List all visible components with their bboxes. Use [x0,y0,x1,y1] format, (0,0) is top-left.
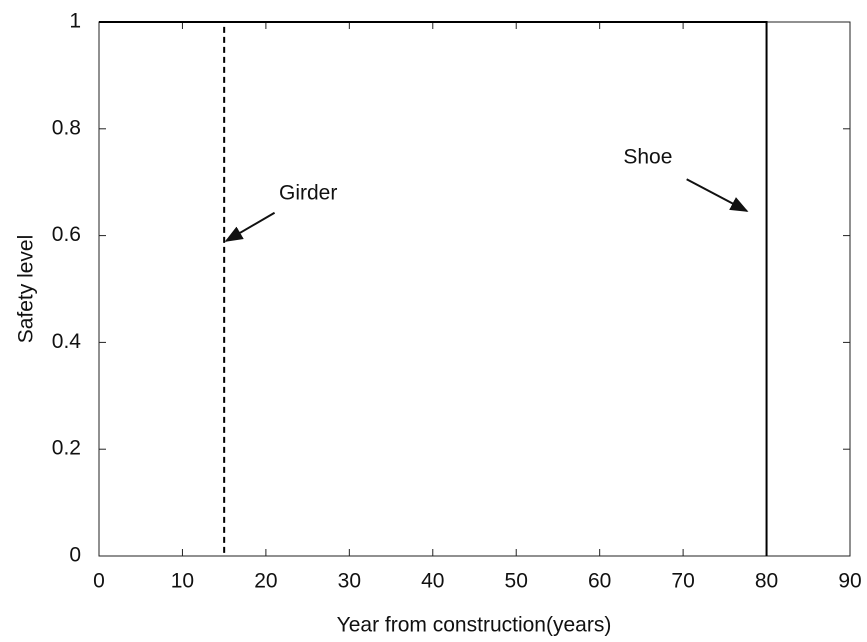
line-series [99,21,226,556]
y-axis-label: Safety level [15,235,38,344]
annotation-arrow [686,178,749,212]
y-tick-label: 0.8 [52,116,81,139]
x-tick-label: 20 [254,570,277,593]
x-tick-label: 40 [421,570,444,593]
y-tick-label: 0 [69,544,81,567]
x-tick-label: 80 [755,570,778,593]
x-tick-label: 30 [338,570,361,593]
y-tick-label: 0.6 [52,223,81,246]
y-tick-label: 0.4 [52,330,82,353]
plot-frame [98,21,851,557]
line-series [99,21,768,556]
y-tick-label: 0.2 [52,437,81,460]
x-tick-label: 50 [505,570,528,593]
x-tick-label: 10 [171,570,194,593]
x-tick-label: 60 [588,570,611,593]
annotation-label: Shoe [623,146,672,169]
x-tick-label: 90 [838,570,861,593]
x-tick-label: 0 [93,570,105,593]
y-tick-label: 1 [69,10,81,33]
x-axis-label: Year from construction(years) [337,614,612,637]
annotation-arrow [224,211,276,242]
x-tick-label: 70 [671,570,694,593]
annotation-label: Girder [279,181,337,204]
